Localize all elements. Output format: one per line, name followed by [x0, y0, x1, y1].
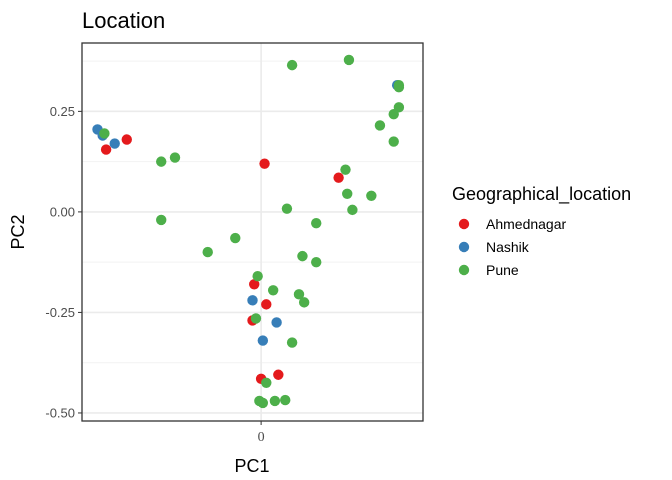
data-point	[311, 256, 322, 268]
data-point	[230, 232, 241, 244]
legend-label: Pune	[486, 262, 519, 278]
data-point	[156, 214, 167, 226]
data-point	[169, 152, 181, 163]
legend-label: Ahmednagar	[486, 216, 567, 232]
data-point	[271, 317, 282, 328]
data-point	[247, 295, 258, 306]
data-point	[340, 164, 351, 175]
legend-title: Geographical_location	[452, 184, 631, 205]
data-point	[286, 337, 298, 348]
data-point	[267, 285, 279, 296]
panel-border	[81, 42, 424, 422]
y-tick-label: -0.25	[45, 305, 75, 320]
series-ahmednagar	[100, 134, 344, 384]
data-point	[99, 128, 110, 139]
data-point	[281, 203, 293, 214]
legend-key	[458, 218, 470, 230]
legend-key	[458, 241, 470, 253]
data-point	[347, 204, 358, 216]
data-point	[388, 136, 399, 147]
data-point	[100, 144, 112, 155]
data-point	[257, 397, 269, 409]
legend: Geographical_location Ahmednagar Nashik Pu…	[452, 184, 631, 278]
data-point	[261, 377, 272, 388]
x-axis-title: PC1	[234, 456, 269, 476]
data-point	[388, 108, 399, 120]
legend-item-ahmednagar: Ahmednagar	[458, 216, 567, 232]
data-point	[252, 271, 263, 282]
x-tick-label: 0	[258, 430, 265, 445]
data-point	[249, 279, 260, 290]
data-point	[202, 246, 213, 258]
data-point	[269, 395, 281, 407]
legend-key	[458, 264, 470, 276]
data-point	[297, 250, 308, 262]
legend-label: Nashik	[486, 239, 530, 255]
y-axis-title: PC2	[8, 214, 28, 249]
data-point	[366, 190, 377, 202]
y-tick-label: 0.00	[50, 204, 75, 219]
data-point	[298, 297, 310, 308]
legend-item-pune: Pune	[458, 262, 519, 278]
data-point	[343, 54, 355, 66]
plot-panel: 0.25 0.00 -0.25 -0.50 0	[45, 42, 424, 445]
data-point	[156, 156, 167, 167]
data-point	[374, 120, 386, 131]
data-point	[121, 134, 132, 145]
data-point	[273, 369, 284, 380]
chart-title: Location	[82, 8, 165, 33]
data-point	[109, 138, 120, 149]
data-point	[342, 188, 353, 199]
data-point	[286, 59, 298, 71]
legend-item-nashik: Nashik	[458, 239, 530, 255]
data-point	[250, 313, 262, 324]
data-point	[280, 394, 291, 406]
data-point	[261, 299, 272, 310]
data-point	[333, 172, 344, 183]
data-point	[257, 335, 269, 346]
data-point	[293, 289, 305, 300]
y-tick-label: -0.50	[45, 405, 75, 420]
y-tick-label: 0.25	[50, 104, 75, 119]
series-pune	[99, 54, 405, 409]
data-point	[311, 217, 322, 229]
data-point	[259, 158, 270, 169]
data-point	[393, 82, 405, 93]
